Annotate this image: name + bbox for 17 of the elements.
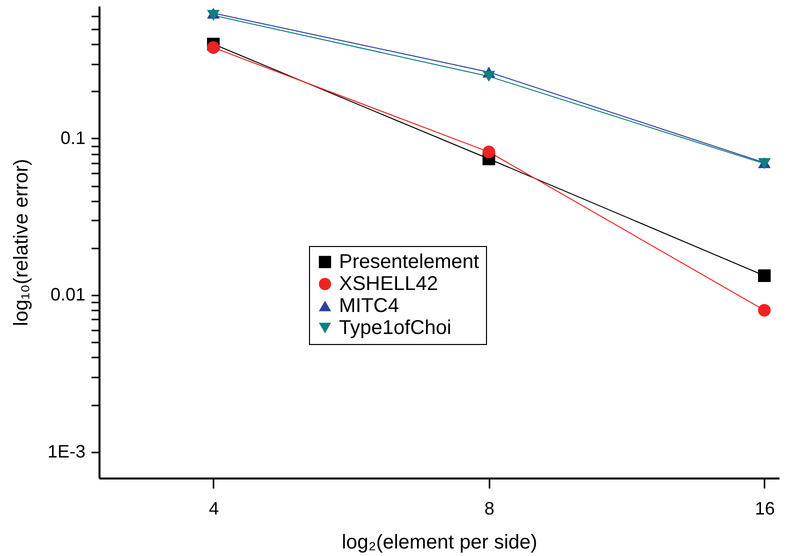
x-axis-title: log₂(element per side) xyxy=(342,532,538,554)
y-tick-label: 0.01 xyxy=(50,284,86,305)
point xyxy=(758,304,771,317)
point xyxy=(482,146,496,158)
legend-label: Type1ofChoi xyxy=(339,317,452,339)
point xyxy=(207,41,220,54)
x-tick-label: 8 xyxy=(484,498,494,518)
y-tick-label: 0.1 xyxy=(60,128,86,148)
point xyxy=(482,70,496,82)
legend-label: Presentelement xyxy=(339,251,480,273)
y-tick-label: 1E-3 xyxy=(47,441,86,462)
y-axis-title: log₁₀(relative error) xyxy=(10,158,32,326)
x-tick-label: 4 xyxy=(208,498,219,518)
point xyxy=(758,269,771,282)
legend-label: MITC4 xyxy=(339,295,399,317)
x-tick-label: 16 xyxy=(754,498,775,518)
legend-label: XSHELL42 xyxy=(339,273,438,295)
